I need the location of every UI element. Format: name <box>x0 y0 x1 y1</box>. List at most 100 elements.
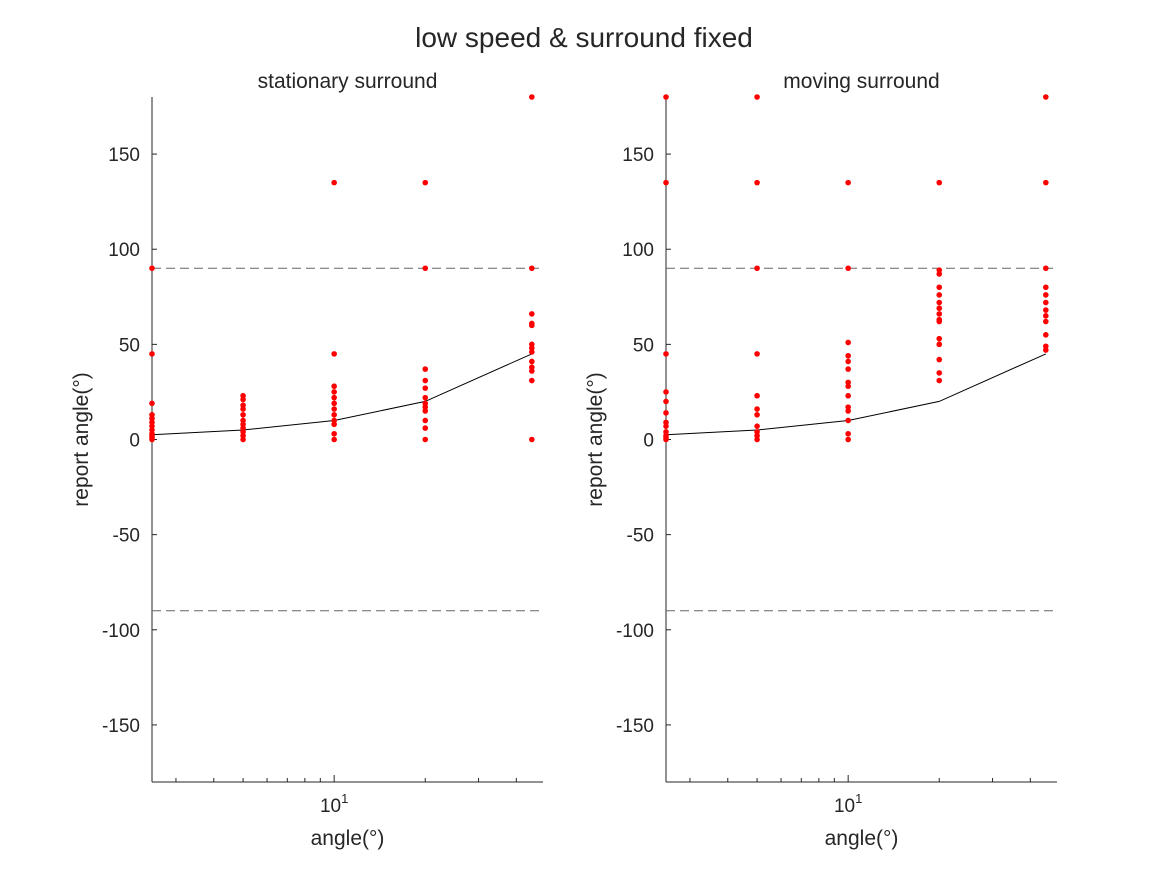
data-point <box>149 265 155 272</box>
data-point <box>936 179 943 186</box>
data-point <box>240 392 246 399</box>
data-point <box>422 400 429 407</box>
data-point <box>754 429 760 435</box>
data-point <box>149 400 155 407</box>
data-point <box>936 299 943 306</box>
y-tick-label: 0 <box>643 431 654 452</box>
data-point <box>754 179 760 186</box>
data-point <box>331 394 337 401</box>
data-point <box>331 400 337 407</box>
data-point <box>936 356 943 363</box>
data-point <box>1043 313 1049 319</box>
panel-stationary-surround: stationary surround -150 -100 -50 0 50 100 150 1… <box>70 70 543 850</box>
y-tick-label: -50 <box>627 526 654 547</box>
y-tick-label: -50 <box>113 526 140 547</box>
data-point <box>422 425 429 431</box>
data-point <box>936 316 943 323</box>
data-point <box>663 410 669 416</box>
data-point <box>663 398 669 405</box>
data-point <box>1043 299 1049 306</box>
data-point <box>845 417 851 424</box>
y-axis-label: report angle(°) <box>584 372 607 506</box>
data-point <box>1043 179 1049 186</box>
data-point <box>1043 265 1049 272</box>
data-point <box>754 265 760 272</box>
data-point <box>529 341 535 348</box>
data-point <box>1043 292 1049 298</box>
data-point <box>149 351 155 357</box>
data-point <box>1043 318 1049 325</box>
data-point <box>936 377 943 384</box>
data-point <box>663 419 669 426</box>
data-point <box>422 366 429 372</box>
data-point <box>331 436 337 443</box>
data-point <box>331 417 337 424</box>
data-point <box>845 392 851 399</box>
data-point <box>754 94 760 100</box>
data-point <box>422 377 429 384</box>
x-axis-label: angle(°) <box>825 827 899 850</box>
y-tick-label: 150 <box>622 145 654 166</box>
data-point <box>845 430 851 437</box>
data-point <box>422 436 429 443</box>
data-point <box>529 364 535 370</box>
data-point <box>936 311 943 317</box>
data-point <box>845 265 851 272</box>
data-point <box>529 436 535 443</box>
data-point <box>845 404 851 410</box>
data-point <box>936 267 943 273</box>
y-tick-label: 150 <box>108 145 140 166</box>
data-point <box>529 320 535 327</box>
data-point <box>936 292 943 298</box>
data-point <box>845 436 851 443</box>
x-axis-label: angle(°) <box>311 827 385 850</box>
data-point <box>1043 332 1049 338</box>
data-point <box>936 284 943 291</box>
data-point <box>754 392 760 399</box>
panel-title: moving surround <box>783 70 939 93</box>
data-point <box>663 389 669 395</box>
data-point <box>1043 307 1049 313</box>
data-point <box>754 423 760 429</box>
y-tick-label: 100 <box>622 240 654 261</box>
data-point <box>754 406 760 412</box>
y-tick-label: 0 <box>129 431 140 452</box>
data-point <box>754 351 760 357</box>
data-point <box>240 411 246 418</box>
data-point <box>240 417 246 424</box>
data-point <box>529 94 535 100</box>
y-tick-label: 50 <box>633 335 654 356</box>
data-point <box>663 179 669 186</box>
data-point <box>936 341 943 348</box>
data-point <box>663 429 669 435</box>
data-point <box>845 179 851 186</box>
data-point <box>331 351 337 357</box>
data-point <box>331 389 337 395</box>
panel-title: stationary surround <box>258 70 438 93</box>
y-tick-label: -100 <box>102 621 140 642</box>
data-point <box>936 335 943 342</box>
data-point <box>331 430 337 437</box>
x-tick-label: 101 <box>834 791 862 817</box>
data-point <box>1043 284 1049 291</box>
data-point <box>754 411 760 418</box>
data-point <box>422 179 429 186</box>
data-point <box>845 379 851 386</box>
data-point <box>422 265 429 272</box>
data-point <box>240 402 246 409</box>
y-tick-label: -150 <box>616 716 654 737</box>
data-point <box>529 377 535 384</box>
data-point <box>331 179 337 186</box>
data-point <box>845 366 851 372</box>
x-tick-label: 101 <box>320 791 348 817</box>
data-point <box>529 311 535 317</box>
data-point <box>663 94 669 100</box>
figure-title: low speed & surround fixed <box>415 22 753 53</box>
data-point <box>149 411 155 418</box>
data-point <box>331 411 337 418</box>
data-point <box>1043 343 1049 350</box>
data-point <box>529 265 535 272</box>
data-point <box>422 417 429 424</box>
